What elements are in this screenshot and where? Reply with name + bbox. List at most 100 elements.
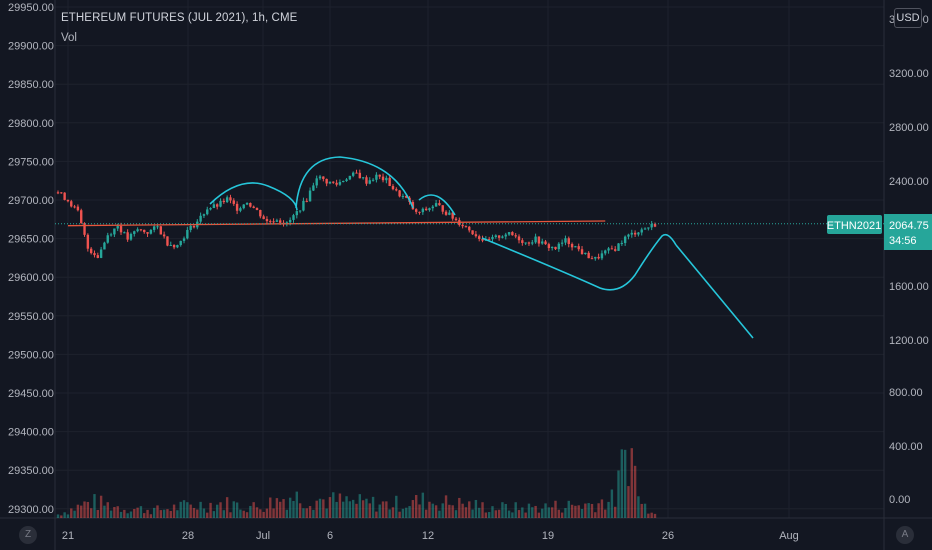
volume-bar [255, 507, 259, 518]
candle-body [401, 196, 405, 198]
volume-bar [650, 512, 653, 518]
currency-button[interactable]: USD [894, 8, 922, 28]
candle-body [279, 220, 282, 223]
candle-body [590, 258, 594, 260]
candle-body [438, 203, 441, 206]
candle-body [272, 221, 275, 223]
candle-body [83, 223, 86, 235]
volume-bar [139, 506, 143, 518]
candle-body [597, 256, 600, 259]
auto-scale-icon[interactable]: A [896, 526, 914, 544]
ticker-label-bg [827, 215, 882, 234]
volume-bar [295, 491, 298, 518]
volume-bar [557, 509, 561, 518]
volume-bar [252, 502, 255, 518]
candle-body [511, 232, 514, 236]
candle-body [219, 200, 222, 207]
candle-body [653, 223, 657, 227]
volume-bar [511, 512, 514, 518]
volume-bar [610, 489, 614, 518]
volume-bar [431, 503, 434, 518]
volume-bar [564, 508, 567, 518]
volume-bar [584, 503, 587, 518]
candle-body [405, 196, 408, 198]
volume-bar [643, 503, 647, 518]
timezone-icon[interactable]: Z [19, 526, 37, 544]
candle-body [564, 238, 567, 243]
left-axis-tick: 29500.00 [8, 349, 54, 361]
trendline [67, 220, 606, 227]
volume-bar [166, 509, 169, 518]
candle-body [617, 243, 620, 251]
volume-bar [272, 508, 275, 518]
volume-bar [265, 508, 269, 518]
symbol-title[interactable]: ETHEREUM FUTURES (JUL 2021), 1h, CME [61, 12, 298, 24]
candle-body [395, 189, 398, 191]
volume-bar [143, 513, 146, 518]
volume-bar [418, 504, 421, 518]
candle-body [86, 234, 90, 249]
right-axis-tick: 0.00 [889, 494, 910, 506]
volume-bar [481, 502, 484, 518]
volume-indicator-label[interactable]: Vol [61, 32, 77, 44]
volume-bar [308, 506, 312, 518]
volume-bar [219, 502, 222, 518]
candle-body [378, 174, 381, 177]
volume-bar [60, 515, 63, 518]
candle-body [192, 225, 196, 228]
volume-bar [133, 508, 136, 518]
volume-bar [235, 502, 239, 518]
volume-bar [348, 501, 352, 518]
volume-bar [514, 502, 517, 518]
volume-bar [332, 492, 335, 518]
candle-body [610, 248, 614, 250]
candle-body [80, 210, 83, 224]
time-axis-tick: 12 [422, 530, 434, 542]
volume-bar [152, 507, 156, 518]
candle-body [517, 236, 521, 241]
candle-body [570, 243, 574, 248]
candle-body [133, 231, 136, 234]
candle-body [464, 226, 468, 228]
volume-bar [162, 509, 166, 518]
volume-bar [312, 509, 315, 518]
candle-body [252, 206, 255, 208]
volume-bar [216, 504, 219, 518]
volume-bar [186, 502, 189, 518]
candle-body [441, 205, 444, 212]
volume-bar [119, 511, 123, 518]
volume-bar [76, 504, 80, 518]
price-label-bg [884, 214, 932, 250]
volume-bar [647, 513, 650, 518]
volume-bar [365, 498, 368, 518]
volume-bar [405, 507, 408, 518]
candle-body [550, 246, 554, 249]
volume-bar [342, 501, 345, 518]
candle-body [89, 248, 93, 254]
volume-bar [351, 499, 355, 518]
candle-body [547, 244, 551, 249]
time-axis-tick: 6 [327, 530, 333, 542]
candle-body [206, 209, 209, 215]
left-axis-tick: 29650.00 [8, 234, 54, 246]
left-axis-tick: 29350.00 [8, 465, 54, 477]
volume-bar [70, 508, 73, 518]
candle-body [444, 211, 448, 215]
volume-bar [156, 505, 159, 518]
candle-body [398, 190, 401, 197]
candle-body [451, 212, 454, 219]
candle-body [541, 241, 544, 244]
volume-bar [574, 505, 577, 518]
candle-body [630, 232, 633, 235]
volume-bar [385, 501, 388, 518]
volume-bar [600, 499, 604, 518]
candle-body [322, 176, 325, 179]
candle-body [179, 240, 182, 246]
candle-body [126, 232, 129, 240]
volume-bar [109, 510, 113, 518]
right-axis-tick: 1200.00 [889, 335, 929, 347]
volume-bar [212, 511, 216, 518]
volume-bar [259, 509, 262, 518]
candle-body [527, 242, 531, 244]
